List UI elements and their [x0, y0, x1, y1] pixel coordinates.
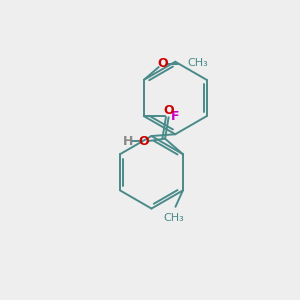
Text: O: O [138, 135, 149, 148]
Text: CH₃: CH₃ [164, 213, 184, 223]
Text: H: H [123, 135, 134, 148]
Text: O: O [157, 57, 168, 70]
Text: CH₃: CH₃ [187, 58, 208, 68]
Text: F: F [171, 110, 179, 123]
Text: O: O [163, 104, 174, 117]
